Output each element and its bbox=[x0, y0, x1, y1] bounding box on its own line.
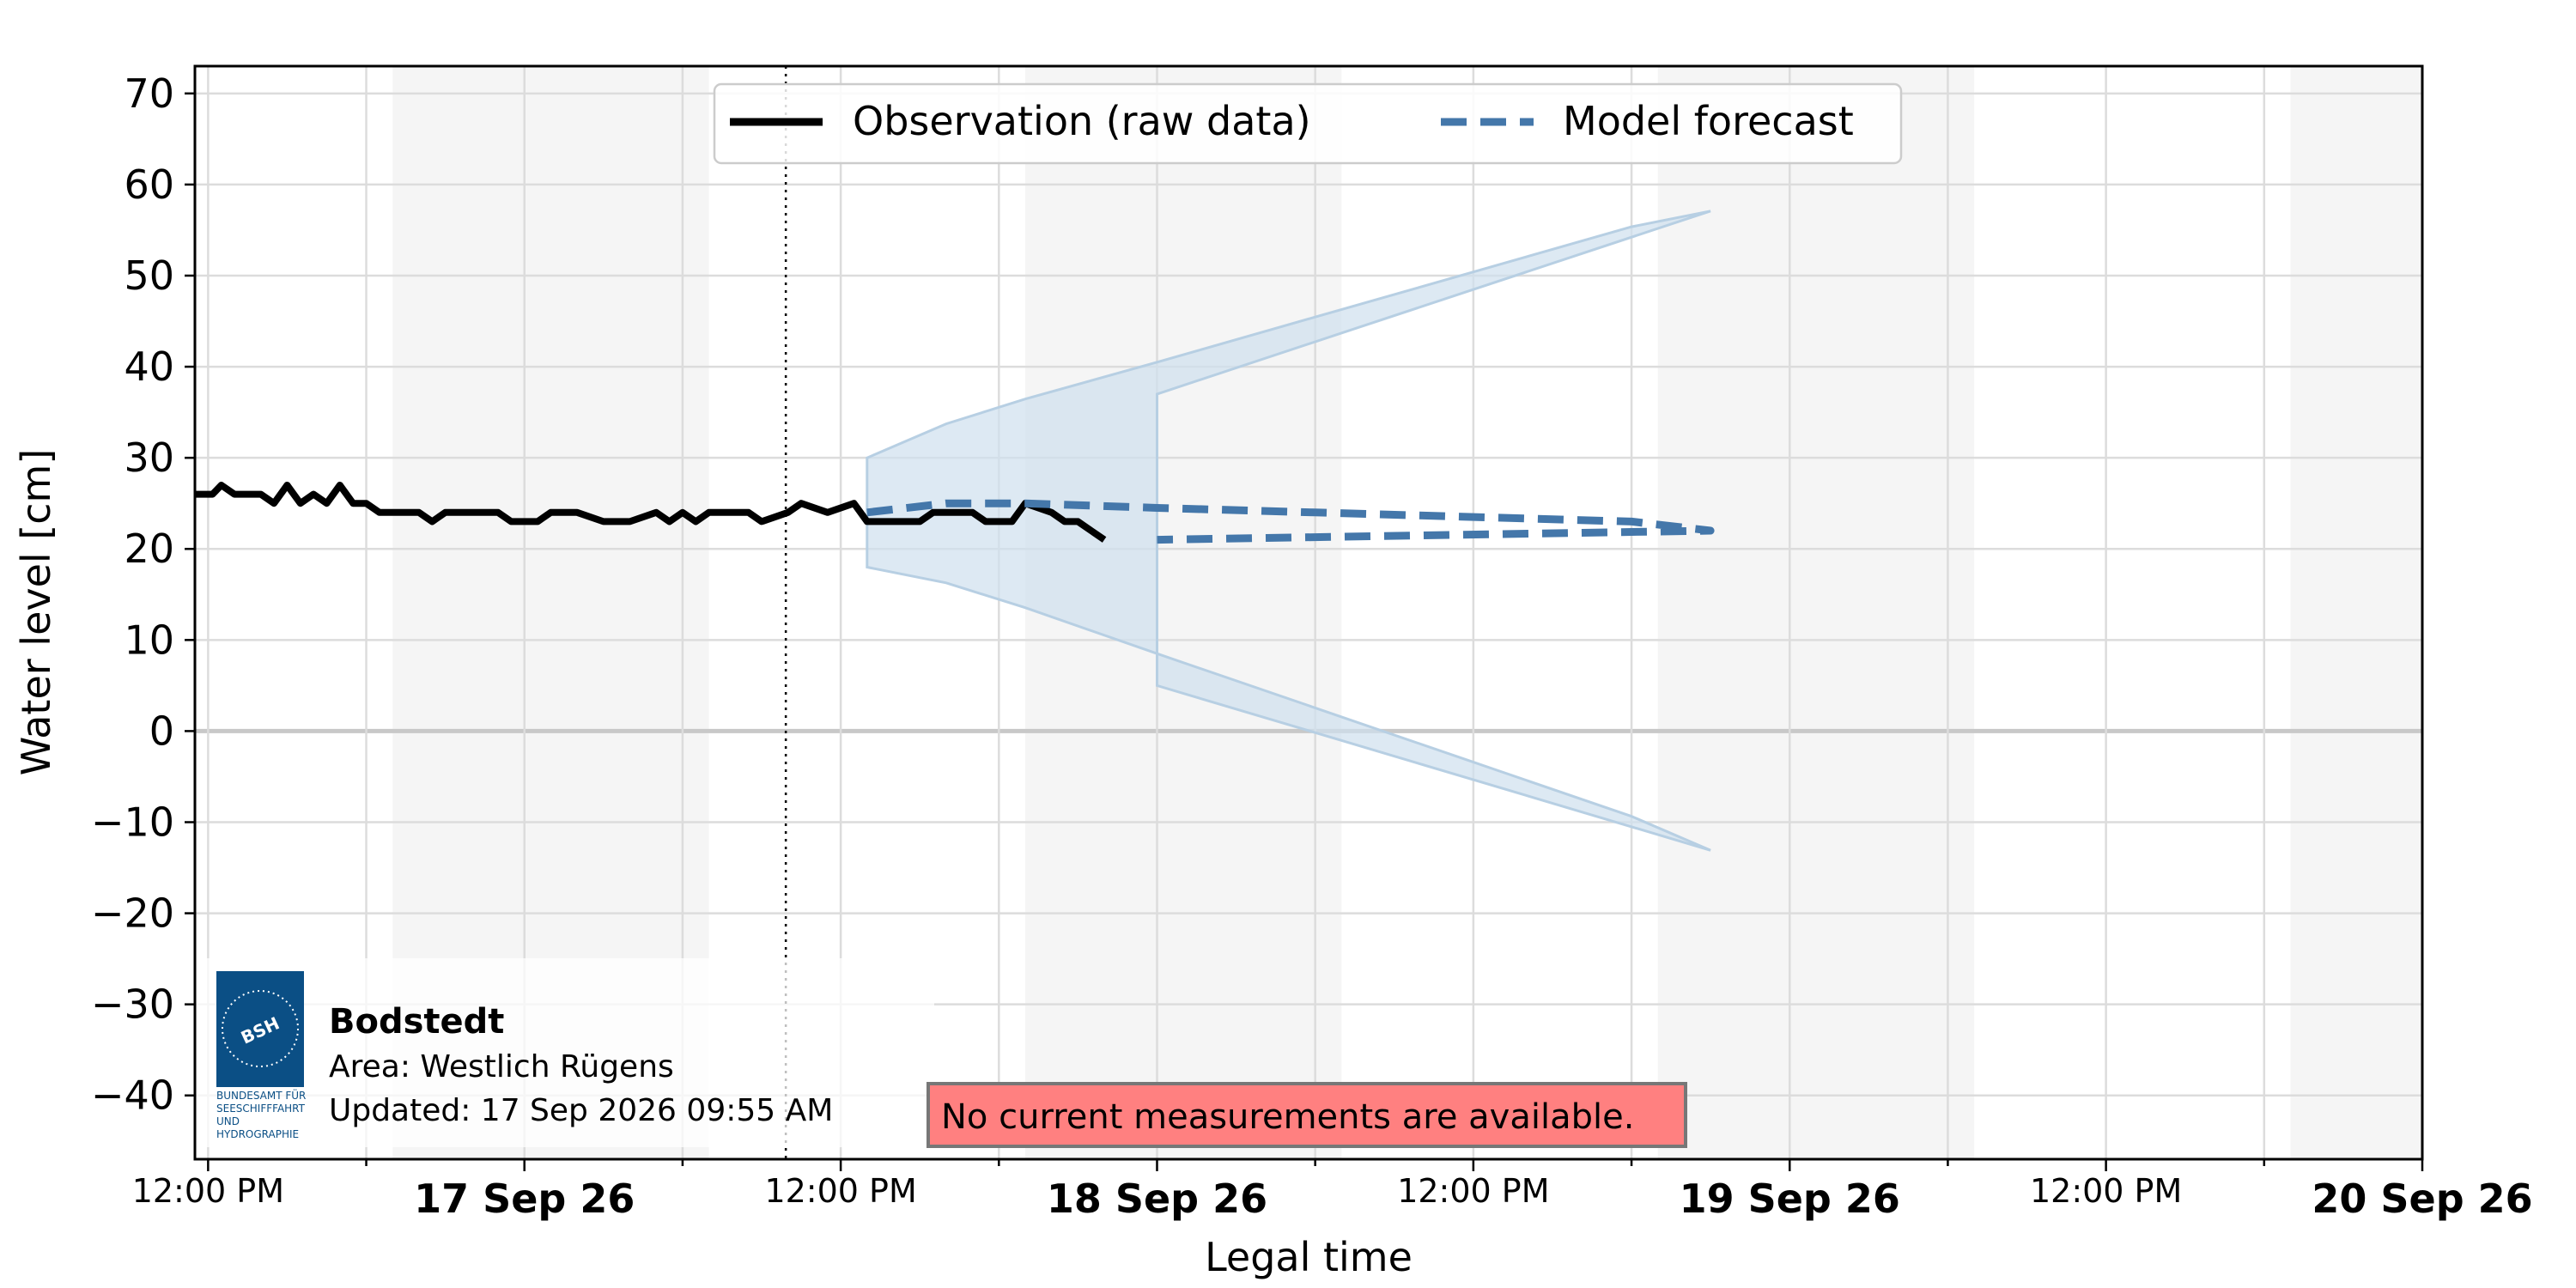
x-tick-label-2: 12:00 PM bbox=[764, 1172, 916, 1210]
series-lines bbox=[195, 482, 1715, 544]
y-tick-label-5: 20 bbox=[124, 526, 174, 572]
station-updated: Updated: 17 Sep 2026 09:55 AM bbox=[329, 1093, 833, 1128]
x-axis-ticks: 12:00 PM 17 Sep 26 12:00 PM 18 Sep 26 12:00 … bbox=[132, 1159, 2533, 1222]
legend-forecast-label: Model forecast bbox=[1563, 98, 1854, 144]
forecast-uncertainty-band bbox=[866, 210, 1711, 852]
forecast-line bbox=[866, 499, 1715, 544]
legend-observation-label: Observation (raw data) bbox=[853, 98, 1311, 144]
x-tick-label-0: 12:00 PM bbox=[132, 1172, 284, 1210]
no-measurements-warning: No current measurements are available. bbox=[927, 1082, 1687, 1148]
y-tick-label-0: 70 bbox=[124, 70, 174, 117]
plot-frame bbox=[193, 64, 2424, 1161]
y-tick-label-8: −10 bbox=[91, 799, 174, 845]
night-band-2 bbox=[1657, 66, 1975, 1159]
bsh-caption-line-1: BUNDESAMT FÜR bbox=[216, 1088, 306, 1102]
station-area: Area: Westlich Rügens bbox=[329, 1049, 674, 1084]
station-info-panel: BSH BUNDESAMT FÜR SEESCHIFFFAHRT UND HYD… bbox=[196, 958, 934, 1147]
x-tick-label-4: 12:00 PM bbox=[1397, 1172, 1549, 1210]
bsh-caption-line-4: HYDROGRAPHIE bbox=[216, 1128, 299, 1140]
x-axis-label: Legal time bbox=[1205, 1234, 1413, 1280]
bsh-logo: BSH BUNDESAMT FÜR SEESCHIFFFAHRT UND HYD… bbox=[216, 971, 306, 1140]
y-axis-label: Water level [cm] bbox=[13, 449, 59, 776]
x-tick-label-3: 18 Sep 26 bbox=[1047, 1176, 1267, 1222]
legend: Observation (raw data) Model forecast bbox=[713, 82, 1903, 165]
bsh-caption-line-3: UND bbox=[216, 1115, 240, 1127]
y-axis-ticks: 70 60 50 40 30 20 10 0 −10 −20 −30 −40 bbox=[91, 70, 195, 1119]
bsh-caption-line-2: SEESCHIFFFAHRT bbox=[216, 1103, 306, 1115]
y-tick-label-6: 10 bbox=[124, 617, 174, 663]
forecast-band-area bbox=[866, 210, 1711, 852]
y-tick-label-7: 0 bbox=[149, 708, 174, 754]
y-tick-label-3: 40 bbox=[124, 343, 174, 390]
y-tick-label-2: 50 bbox=[124, 252, 174, 299]
x-tick-label-5: 19 Sep 26 bbox=[1680, 1176, 1900, 1222]
night-bands bbox=[392, 66, 2422, 1159]
x-tick-label-7: 20 Sep 26 bbox=[2312, 1176, 2532, 1222]
y-tick-label-1: 60 bbox=[124, 161, 174, 208]
y-tick-label-9: −20 bbox=[91, 890, 174, 937]
y-tick-label-4: 30 bbox=[124, 434, 174, 481]
x-tick-label-1: 17 Sep 26 bbox=[414, 1176, 635, 1222]
station-name: Bodstedt bbox=[329, 1002, 504, 1042]
night-band-3 bbox=[2290, 66, 2422, 1159]
x-tick-label-6: 12:00 PM bbox=[2030, 1172, 2182, 1210]
y-tick-label-10: −30 bbox=[91, 981, 174, 1028]
warning-text: No current measurements are available. bbox=[941, 1097, 1634, 1137]
y-tick-label-11: −40 bbox=[91, 1072, 174, 1119]
observation-line bbox=[195, 482, 1107, 543]
